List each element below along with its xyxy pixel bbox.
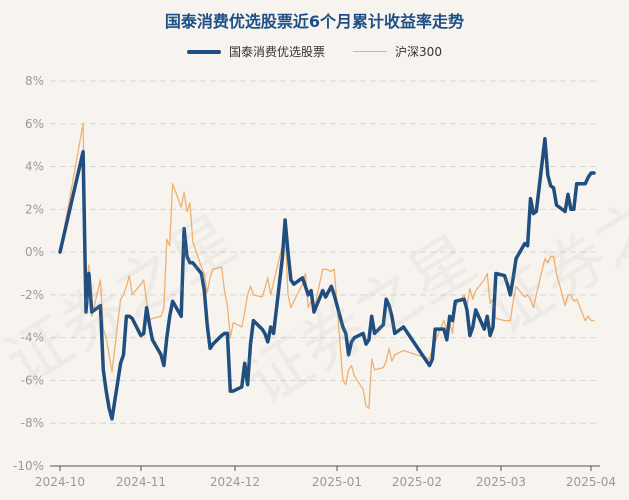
y-tick-label: 8% [25,74,44,88]
legend: 国泰消费优选股票 沪深300 [0,43,629,60]
x-axis: 2024-10 2024-11 2024-12 2025-01 2025-02 2025-… [35,465,616,489]
grid-lines [50,80,598,424]
x-tick-label: 2025-02 [392,475,442,489]
series-lines [58,123,596,421]
y-tick-label: 2% [25,202,44,216]
series-line-index [59,123,595,409]
x-tick-label: 2025-03 [476,475,526,489]
y-tick-label: 0% [25,245,44,259]
y-tick-label: 6% [25,117,44,131]
y-tick-label: -2% [21,288,44,302]
legend-item-fund[interactable]: 国泰消费优选股票 [187,43,325,60]
legend-label-fund: 国泰消费优选股票 [229,45,326,59]
x-tick-label: 2024-10 [35,475,85,489]
legend-swatch-index [353,50,388,53]
y-tick-label: -6% [21,373,44,387]
legend-label-index: 沪深300 [395,45,442,59]
y-tick-label: -10% [13,459,44,473]
y-tick-label: -4% [21,331,44,345]
series-line-fund [58,137,596,421]
x-tick-label: 2024-12 [210,475,260,489]
legend-item-index[interactable]: 沪深300 [353,43,442,60]
y-tick-label: 4% [25,160,44,174]
chart-title: 国泰消费优选股票近6个月累计收益率走势 [164,12,465,31]
y-axis-tick-labels: 8% 6% 4% 2% 0% -2% -4% -6% -8% -10% [13,74,44,473]
x-tick-label: 2025-01 [312,475,362,489]
y-tick-label: -8% [21,416,44,430]
x-tick-label: 2024-11 [116,475,166,489]
x-tick-label: 2025-04 [566,475,616,489]
legend-swatch-fund [187,49,222,54]
